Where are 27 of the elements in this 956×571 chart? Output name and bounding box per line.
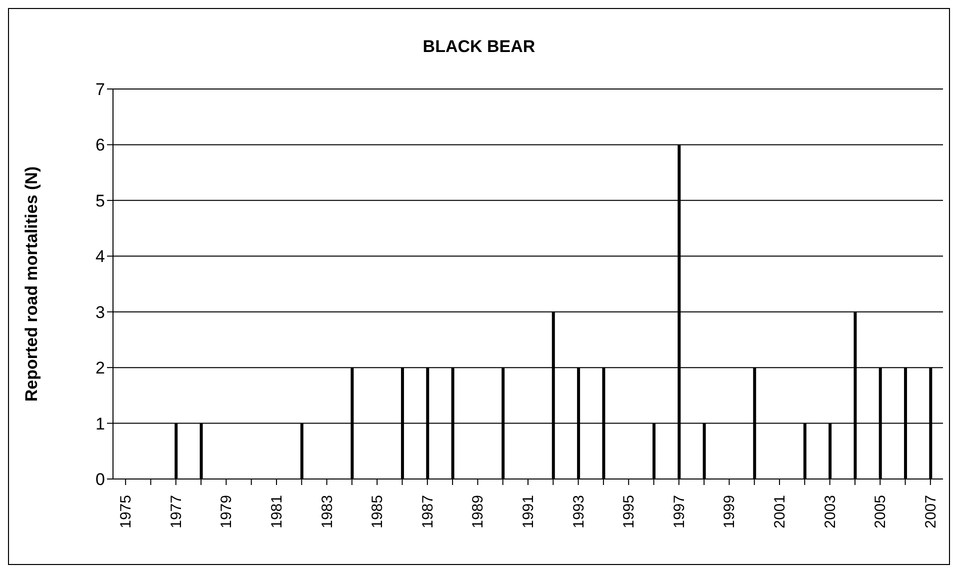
x-tick-label: 2005 xyxy=(872,495,890,528)
x-tick-label: 1983 xyxy=(318,495,336,528)
x-tick-label: 2003 xyxy=(822,495,839,528)
y-tick-label: 3 xyxy=(96,302,105,322)
x-tick-label: 1981 xyxy=(268,495,286,528)
y-tick-label: 7 xyxy=(96,80,105,100)
y-tick-label: 1 xyxy=(96,414,105,434)
x-tick-label: 1989 xyxy=(470,495,487,528)
x-tick-label: 1979 xyxy=(218,495,236,528)
chart-title: BLACK BEAR xyxy=(422,37,536,57)
x-tick-label: 2001 xyxy=(772,495,789,528)
x-tick-label: 1999 xyxy=(721,495,738,528)
y-tick-label: 0 xyxy=(96,470,105,490)
x-tick-label: 1991 xyxy=(520,495,537,528)
x-tick-label: 1993 xyxy=(570,495,588,528)
y-axis-title: Reported road mortalities (N) xyxy=(22,166,42,402)
x-tick-label: 1987 xyxy=(419,495,436,528)
x-tick-label: 1997 xyxy=(670,495,688,528)
x-tick-label: 1977 xyxy=(168,495,185,528)
y-tick-label: 2 xyxy=(96,358,105,378)
y-tick-label: 6 xyxy=(96,136,105,155)
x-tick-label: 1975 xyxy=(118,495,135,528)
y-tick-label: 4 xyxy=(96,247,105,266)
x-tick-label: 1985 xyxy=(369,495,386,528)
y-tick-label: 5 xyxy=(96,191,105,210)
x-tick-label: 1995 xyxy=(620,495,638,528)
x-tick-label: 2007 xyxy=(922,495,940,528)
